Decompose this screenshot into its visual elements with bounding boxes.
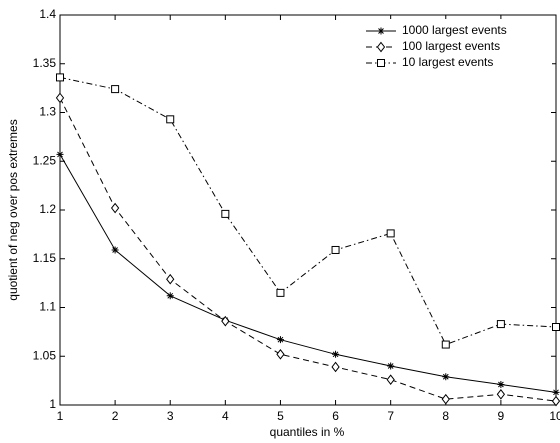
y-tick-label: 1.25 [33, 153, 57, 167]
marker [276, 288, 285, 297]
marker [166, 292, 174, 300]
marker [332, 350, 340, 358]
y-axis-label: quotient of neg over pos extremes [6, 119, 20, 300]
marker [496, 320, 505, 329]
series-line [59, 154, 557, 393]
y-tick-label: 1.35 [33, 56, 57, 70]
marker [441, 340, 450, 349]
y-tick-label: 1.2 [39, 202, 56, 216]
marker [110, 202, 120, 214]
legend-label: 10 largest events [402, 55, 493, 69]
x-tick-label: 2 [112, 409, 119, 423]
y-tick-label: 1.3 [39, 105, 56, 119]
marker [441, 393, 450, 405]
marker [552, 388, 560, 396]
x-tick-label: 7 [387, 409, 394, 423]
x-tick-label: 6 [332, 409, 339, 423]
marker [111, 85, 120, 94]
marker [331, 361, 340, 373]
marker [376, 41, 386, 53]
marker [56, 73, 64, 82]
x-tick-label: 8 [442, 409, 449, 423]
marker [221, 209, 230, 218]
marker [166, 273, 175, 285]
marker [276, 336, 284, 344]
marker [497, 381, 505, 389]
marker [331, 245, 340, 254]
series-line [59, 76, 557, 346]
y-tick-label: 1.4 [39, 7, 56, 21]
x-tick-label: 1 [57, 409, 64, 423]
legend-label: 100 largest events [402, 39, 500, 53]
marker [276, 348, 285, 360]
marker [386, 229, 395, 238]
y-tick-label: 1.1 [39, 300, 56, 314]
x-tick-label: 10 [549, 409, 560, 423]
legend-label: 1000 largest events [402, 23, 507, 37]
marker [166, 115, 175, 124]
marker [55, 92, 65, 104]
x-tick-label: 3 [167, 409, 174, 423]
series-line [59, 97, 557, 402]
marker [551, 395, 560, 407]
legend-box [362, 19, 552, 77]
y-tick-label: 1.05 [33, 348, 57, 362]
y-tick-label: 1 [49, 397, 56, 411]
x-tick-label: 4 [222, 409, 229, 423]
marker [377, 59, 385, 67]
marker [221, 315, 230, 327]
x-tick-label: 5 [277, 409, 284, 423]
x-tick-label: 9 [498, 409, 505, 423]
marker [377, 27, 385, 35]
marker [496, 388, 506, 400]
marker [552, 323, 560, 331]
marker [111, 246, 119, 254]
marker [386, 374, 395, 385]
y-tick-label: 1.15 [33, 251, 57, 265]
marker [442, 373, 450, 381]
marker [56, 150, 64, 158]
marker [387, 362, 395, 370]
x-axis-label: quantiles in % [270, 425, 345, 439]
